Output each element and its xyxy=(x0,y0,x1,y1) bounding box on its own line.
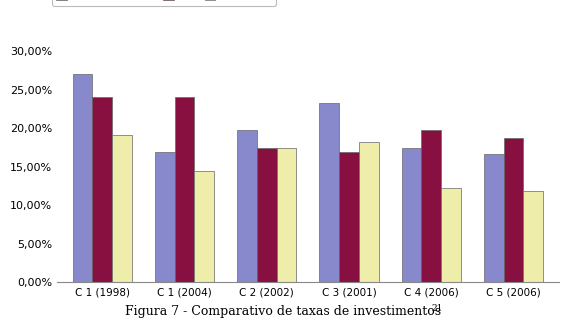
Bar xyxy=(174,97,194,282)
Bar xyxy=(276,148,296,282)
Bar xyxy=(194,171,214,282)
Bar xyxy=(319,103,339,282)
Text: 21: 21 xyxy=(431,304,443,313)
Bar xyxy=(112,134,132,282)
Bar xyxy=(503,138,523,282)
Legend: Taxa Debênture, TIR, CDI Médio: Taxa Debênture, TIR, CDI Médio xyxy=(52,0,276,5)
Bar xyxy=(92,97,112,282)
Bar xyxy=(421,130,441,282)
Bar xyxy=(359,142,378,282)
Bar xyxy=(401,148,421,282)
Bar xyxy=(237,130,257,282)
Bar xyxy=(155,152,174,282)
Bar xyxy=(484,154,503,282)
Text: Figura 7 - Comparativo de taxas de investimentos: Figura 7 - Comparativo de taxas de inves… xyxy=(125,305,445,318)
Bar xyxy=(257,148,276,282)
Bar xyxy=(72,74,92,282)
Bar xyxy=(441,188,461,282)
Bar xyxy=(339,152,359,282)
Bar xyxy=(523,191,543,282)
